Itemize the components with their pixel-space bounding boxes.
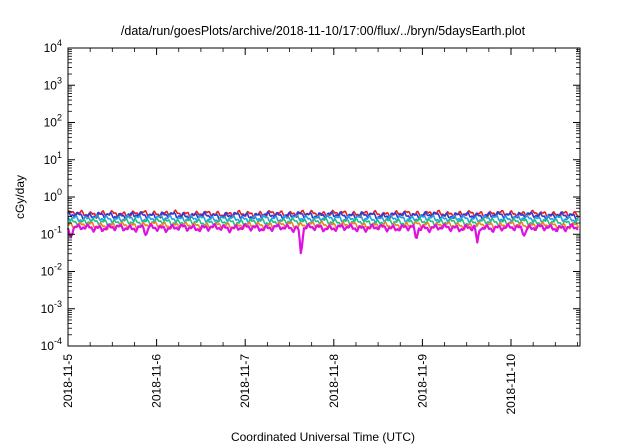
x-tick-label: 2018-11-7 — [238, 354, 252, 408]
x-tick-label: 2018-11-8 — [327, 354, 341, 408]
y-tick-label: 10-3 — [41, 299, 62, 316]
x-tick-label: 2018-11-10 — [504, 354, 518, 415]
y-axis-label: cGy/day — [13, 175, 27, 219]
y-tick-label: 104 — [44, 38, 62, 55]
x-tick-label: 2018-11-6 — [150, 354, 164, 408]
y-axis: 104 103 102 101 100 10-1 10-2 10-3 10-4 — [41, 38, 580, 353]
x-axis: 2018-11-5 2018-11-6 2018-11-7 2018-11-8 2018… — [61, 48, 578, 415]
y-tick-label: 100 — [44, 187, 62, 204]
series-line — [67, 210, 580, 221]
y-tick-label: 102 — [44, 113, 62, 130]
series-layer — [66, 209, 580, 255]
y-tick-label: 10-2 — [41, 262, 62, 279]
y-tick-label: 10-1 — [41, 224, 62, 241]
series-line — [66, 223, 579, 255]
y-tick-label: 103 — [44, 75, 62, 92]
x-tick-label: 2018-11-9 — [415, 354, 429, 408]
series-line — [67, 220, 580, 231]
y-tick-label: 101 — [44, 150, 62, 167]
chart-title: /data/run/goesPlots/archive/2018-11-10/1… — [121, 24, 526, 38]
x-axis-label: Coordinated Universal Time (UTC) — [231, 430, 415, 444]
x-tick-label: 2018-11-5 — [61, 354, 75, 408]
plot-frame — [67, 47, 581, 347]
y-tick-label: 10-4 — [41, 336, 62, 353]
series-line — [67, 213, 579, 224]
series-line — [67, 217, 579, 228]
